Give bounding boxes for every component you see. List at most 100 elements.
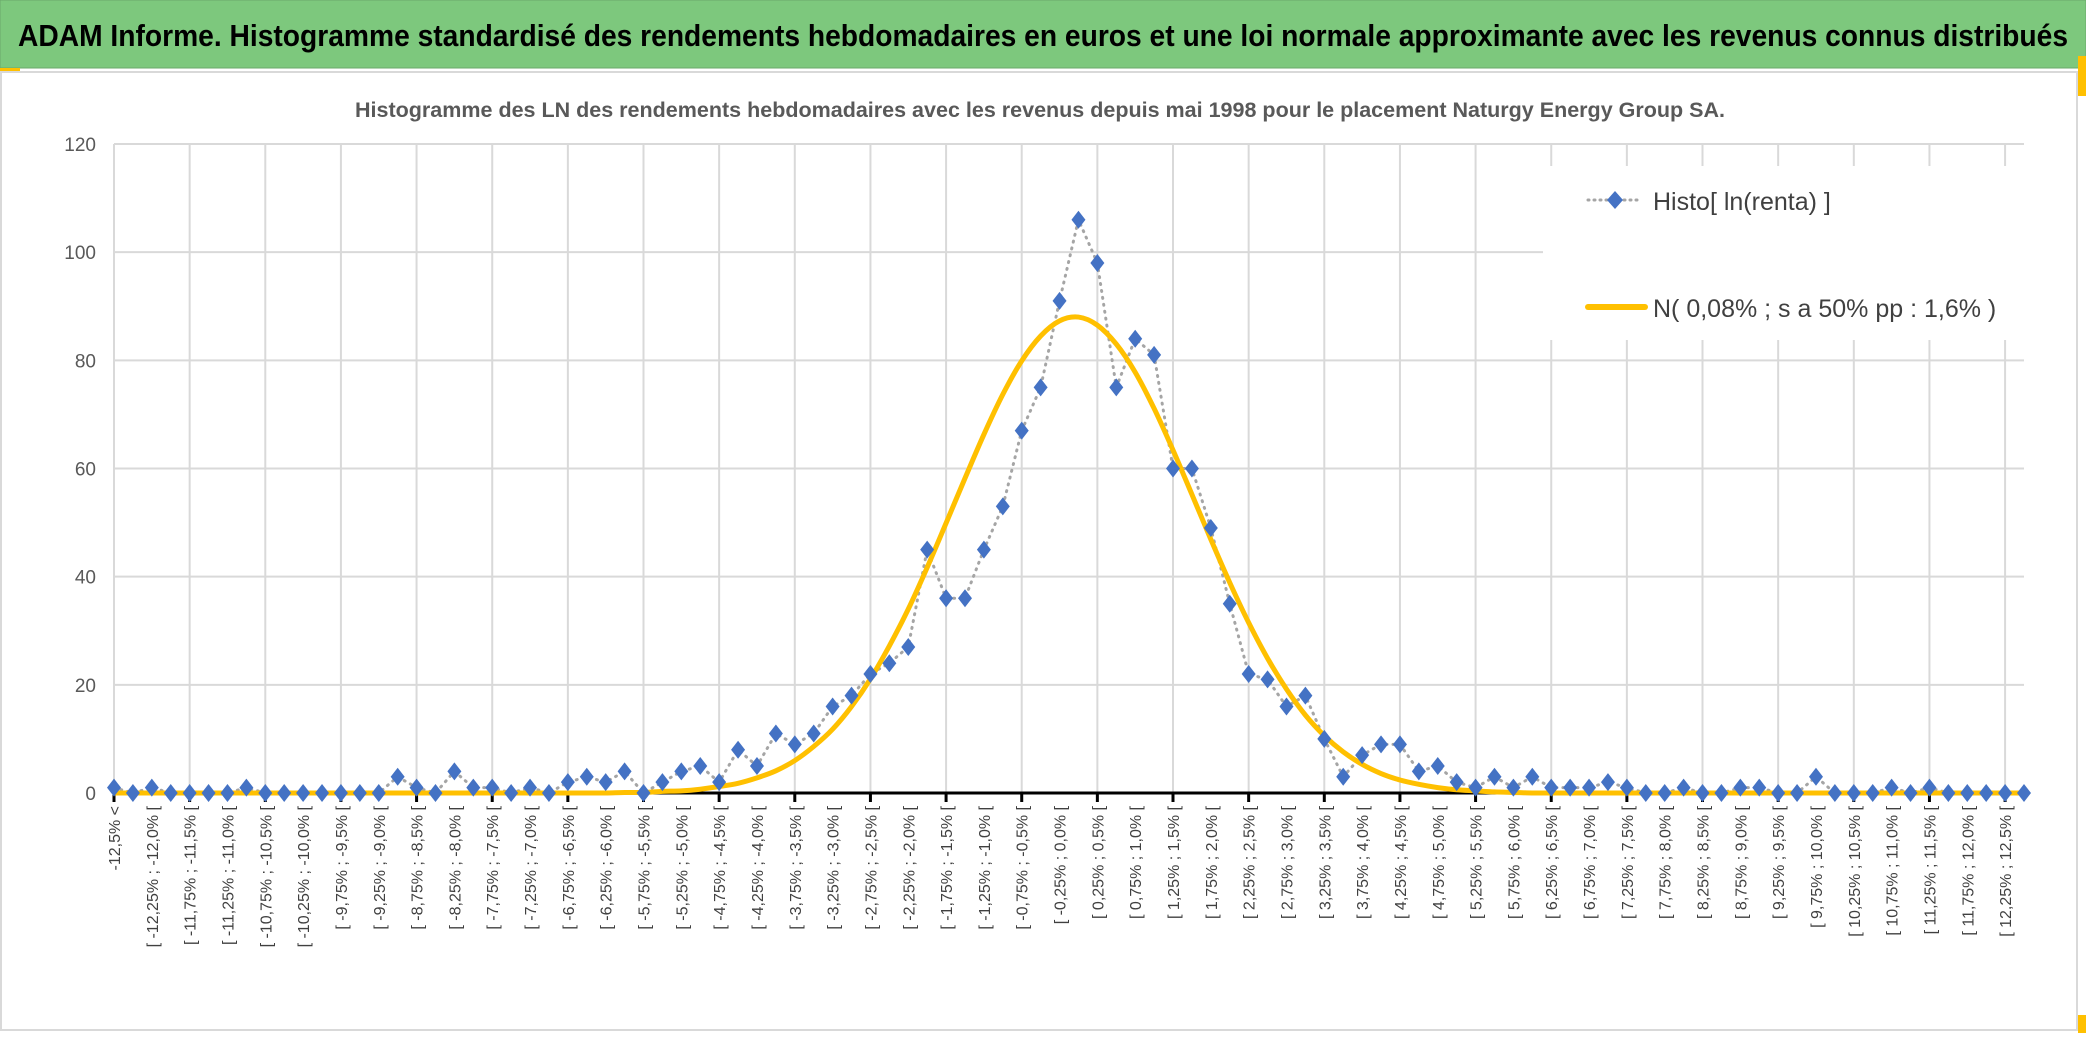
histo-point bbox=[920, 540, 935, 559]
histo-point bbox=[957, 589, 972, 608]
x-tick-label: [ 2,25% ; 2,5% [ bbox=[1242, 805, 1259, 919]
histo-point bbox=[712, 773, 727, 792]
histo-point bbox=[1600, 773, 1615, 792]
histo-point bbox=[1203, 518, 1218, 537]
x-tick-label: [ -5,25% ; -5,0% [ bbox=[674, 805, 691, 929]
histo-point bbox=[163, 784, 178, 802]
histo-point bbox=[1638, 784, 1653, 802]
gridlines bbox=[113, 143, 2024, 793]
histo-point bbox=[352, 784, 367, 802]
x-tick-label: [ 6,75% ; 7,0% [ bbox=[1582, 805, 1599, 919]
histo-point bbox=[787, 735, 802, 754]
histo-point bbox=[1525, 767, 1540, 786]
histo-point bbox=[125, 784, 140, 802]
x-tick-label: [ 0,75% ; 1,0% [ bbox=[1128, 805, 1145, 919]
histo-point bbox=[447, 762, 462, 781]
y-axis-labels: 0 20 40 60 80 100 120 bbox=[64, 135, 96, 805]
histo-point bbox=[844, 686, 859, 705]
x-tick-label: [ 3,25% ; 3,5% [ bbox=[1317, 805, 1334, 919]
histo-point bbox=[1166, 459, 1181, 478]
x-tick-label: [ -7,75% ; -7,5% [ bbox=[485, 805, 502, 929]
x-tick-label: [ -1,75% ; -1,5% [ bbox=[939, 805, 956, 929]
x-tick-label: [ -6,25% ; -6,0% [ bbox=[599, 805, 616, 929]
histo-point bbox=[1392, 735, 1407, 754]
histo-point bbox=[598, 773, 613, 792]
histo-point bbox=[1846, 784, 1861, 802]
series-layer bbox=[107, 210, 2031, 802]
x-tick-label: [ -10,75% ; -10,5% [ bbox=[258, 805, 275, 947]
histo-point bbox=[1298, 686, 1313, 705]
histo-point bbox=[1790, 784, 1805, 802]
header-title: ADAM Informe. Histogramme standardisé de… bbox=[18, 18, 2068, 53]
histo-point bbox=[1260, 670, 1275, 689]
x-tick-label: [ -2,25% ; -2,0% [ bbox=[901, 805, 918, 929]
histo-point bbox=[1657, 784, 1672, 802]
x-tick-label: [ 2,75% ; 3,0% [ bbox=[1279, 805, 1296, 919]
histo-point bbox=[1128, 329, 1143, 348]
x-tick-label: [ -4,75% ; -4,5% [ bbox=[712, 805, 729, 929]
histo-point bbox=[1033, 378, 1048, 397]
histo-point bbox=[220, 784, 235, 802]
x-tick-label: [ 4,25% ; 4,5% [ bbox=[1393, 805, 1410, 919]
y-tick-label: 40 bbox=[75, 568, 96, 589]
histo-point bbox=[1109, 378, 1124, 397]
x-tick-label: [ -8,75% ; -8,5% [ bbox=[410, 805, 427, 929]
histo-point bbox=[1449, 773, 1464, 792]
histo-point bbox=[1355, 746, 1370, 765]
x-tick-label: [ 8,75% ; 9,0% [ bbox=[1733, 805, 1750, 919]
histo-point bbox=[882, 654, 897, 673]
histo-point bbox=[1979, 784, 1994, 802]
histo-point bbox=[315, 784, 330, 802]
histo-point bbox=[1241, 665, 1256, 684]
histo-point bbox=[1619, 778, 1634, 797]
histo-point bbox=[976, 540, 991, 559]
x-tick-label: [ 4,75% ; 5,0% [ bbox=[1431, 805, 1448, 919]
histo-point bbox=[655, 773, 670, 792]
histo-point bbox=[1336, 767, 1351, 786]
y-tick-label: 20 bbox=[75, 676, 96, 697]
histo-point bbox=[693, 756, 708, 775]
x-tick-label: [ -6,75% ; -6,5% [ bbox=[561, 805, 578, 929]
x-tick-label: [ -4,25% ; -4,0% [ bbox=[750, 805, 767, 929]
x-tick-label: [ -11,75% ; -11,5% [ bbox=[183, 805, 200, 945]
legend: Histo[ ln(renta) ] N( 0,08% ; s a 50% pp… bbox=[1543, 166, 2035, 340]
histo-point bbox=[541, 784, 556, 802]
y-tick-label: 0 bbox=[85, 784, 96, 805]
x-tick-label: [ -0,75% ; -0,5% [ bbox=[1015, 805, 1032, 929]
histo-point bbox=[277, 784, 292, 802]
histo-point bbox=[674, 762, 689, 781]
histo-point bbox=[1411, 762, 1426, 781]
histo-point bbox=[1563, 778, 1578, 797]
x-tick-label: [ 6,25% ; 6,5% [ bbox=[1544, 805, 1561, 919]
histo-point bbox=[806, 724, 821, 743]
histo-point bbox=[1506, 778, 1521, 797]
corner-marker-right bbox=[2078, 56, 2086, 96]
histo-point bbox=[201, 784, 216, 802]
x-tick-label: [ -5,75% ; -5,5% [ bbox=[637, 805, 654, 929]
histo-point bbox=[1752, 778, 1767, 797]
histo-point bbox=[1827, 784, 1842, 802]
x-tick-label: [ -2,75% ; -2,5% [ bbox=[863, 805, 880, 929]
x-tick-label: [ 0,25% ; 0,5% [ bbox=[1090, 805, 1107, 919]
x-tick-label: [ 9,75% ; 10,0% [ bbox=[1809, 805, 1826, 927]
x-tick-label: [ 1,25% ; 1,5% [ bbox=[1166, 805, 1183, 919]
y-tick-label: 120 bbox=[64, 135, 96, 156]
histo-point bbox=[617, 762, 632, 781]
histo-point bbox=[863, 665, 878, 684]
x-tick-label: [ 7,75% ; 8,0% [ bbox=[1658, 805, 1675, 919]
histo-point bbox=[1317, 729, 1332, 748]
x-tick-label: [ 11,75% ; 12,0% [ bbox=[1960, 805, 1977, 935]
histo-point bbox=[144, 778, 159, 797]
x-tick-label: [ 7,25% ; 7,5% [ bbox=[1620, 805, 1637, 919]
y-tick-label: 100 bbox=[64, 243, 96, 264]
chart-title: Histogramme des LN des rendements hebdom… bbox=[355, 99, 1725, 122]
histo-point bbox=[1279, 697, 1294, 716]
histo-point bbox=[466, 778, 481, 797]
histo-point bbox=[1922, 778, 1937, 797]
histo-point bbox=[1695, 784, 1710, 802]
histo-point bbox=[749, 756, 764, 775]
x-tick-label: [ 11,25% ; 11,5% [ bbox=[1922, 805, 1939, 934]
x-tick-label: [ -3,25% ; -3,0% [ bbox=[826, 805, 843, 929]
x-tick-label: [ -12,25% ; -12,0% [ bbox=[145, 805, 162, 947]
